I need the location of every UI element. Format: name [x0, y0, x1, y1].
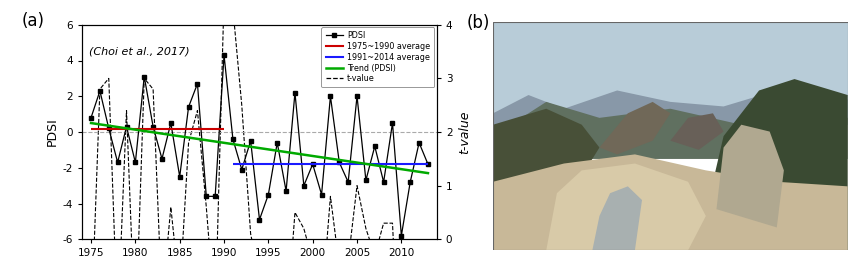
Y-axis label: t-value: t-value — [458, 110, 471, 154]
Text: (Choi et al., 2017): (Choi et al., 2017) — [89, 46, 190, 56]
Legend: PDSI, 1975~1990 average, 1991~2014 average, Trend (PDSI), t-value: PDSI, 1975~1990 average, 1991~2014 avera… — [322, 27, 434, 87]
Text: (b): (b) — [467, 14, 490, 32]
Text: (a): (a) — [22, 12, 45, 30]
Polygon shape — [670, 113, 723, 150]
Y-axis label: PDSI: PDSI — [46, 118, 59, 146]
Polygon shape — [599, 102, 670, 154]
Polygon shape — [716, 125, 784, 227]
Polygon shape — [547, 164, 706, 250]
Polygon shape — [493, 109, 599, 250]
Polygon shape — [593, 186, 642, 250]
Polygon shape — [493, 154, 848, 250]
Polygon shape — [493, 90, 848, 125]
Polygon shape — [706, 79, 848, 250]
Polygon shape — [493, 22, 848, 125]
Polygon shape — [493, 102, 848, 159]
